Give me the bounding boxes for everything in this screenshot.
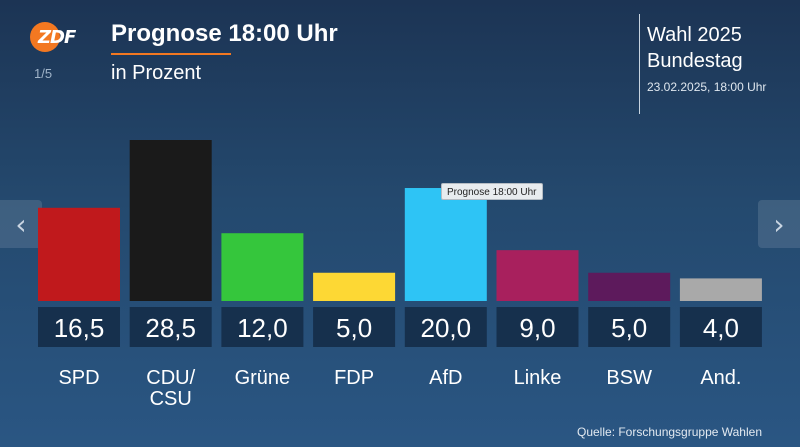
bar-6 xyxy=(588,272,671,301)
chevron-left-icon: ‹ xyxy=(15,207,27,241)
header-divider xyxy=(639,14,640,114)
bar-5 xyxy=(496,250,579,301)
title-underline xyxy=(111,53,231,55)
category-label-1-1: CSU xyxy=(150,388,192,410)
value-box-7 xyxy=(679,307,762,347)
bar-4 xyxy=(404,188,487,301)
election-title: Wahl 2025 Bundestag xyxy=(647,22,743,74)
value-label-0: 16,5 xyxy=(54,313,105,343)
bar-tooltip: Prognose 18:00 Uhr xyxy=(441,183,543,200)
bar-2 xyxy=(221,233,304,301)
value-label-3: 5,0 xyxy=(336,313,372,343)
logo-text: ZDF xyxy=(38,27,76,48)
value-label-1: 28,5 xyxy=(145,313,196,343)
page-indicator: 1/5 xyxy=(34,66,53,81)
source-note: Quelle: Forschungsgruppe Wahlen xyxy=(577,425,762,439)
value-label-7: 4,0 xyxy=(703,313,739,343)
category-label-4: AfD xyxy=(429,367,462,389)
value-box-0 xyxy=(38,307,120,347)
category-label-2: Grüne xyxy=(235,367,291,389)
value-label-4: 20,0 xyxy=(420,313,471,343)
value-label-2: 12,0 xyxy=(237,313,288,343)
category-label-5: Linke xyxy=(514,367,562,389)
category-label-3: FDP xyxy=(334,367,374,389)
election-line1: Wahl 2025 xyxy=(647,24,742,46)
election-date: 23.02.2025, 18:00 Uhr xyxy=(647,80,767,94)
value-box-1 xyxy=(129,307,212,347)
value-box-5 xyxy=(496,307,579,347)
page-title: Prognose 18:00 Uhr xyxy=(111,20,338,47)
page-subtitle: in Prozent xyxy=(111,62,202,84)
value-label-5: 9,0 xyxy=(519,313,555,343)
prev-button[interactable]: ‹ xyxy=(0,200,42,248)
category-label-0: SPD xyxy=(58,367,99,389)
logo-circle xyxy=(30,22,60,52)
chevron-right-icon: › xyxy=(773,207,785,241)
bar-1 xyxy=(129,140,212,301)
zdf-logo: ZDF xyxy=(30,22,82,52)
value-box-6 xyxy=(588,307,671,347)
value-box-3 xyxy=(313,307,396,347)
category-label-6: BSW xyxy=(606,367,652,389)
bar-7 xyxy=(679,278,762,301)
value-box-2 xyxy=(221,307,304,347)
next-button[interactable]: › xyxy=(758,200,800,248)
bar-3 xyxy=(313,272,396,301)
category-label-7: And. xyxy=(700,367,741,389)
value-box-4 xyxy=(404,307,487,347)
election-line2: Bundestag xyxy=(647,50,743,72)
category-label-1-0: CDU/ xyxy=(146,367,195,389)
bar-0 xyxy=(38,207,120,301)
value-label-6: 5,0 xyxy=(611,313,647,343)
